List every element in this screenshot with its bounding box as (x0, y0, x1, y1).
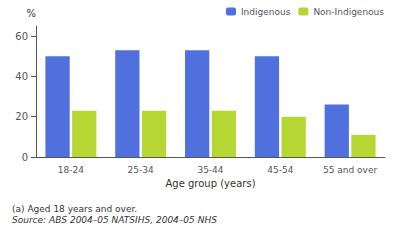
svg-text:%: % (26, 8, 36, 19)
svg-text:55 and over: 55 and over (323, 165, 377, 175)
svg-text:Non-Indigenous: Non-Indigenous (313, 7, 384, 17)
svg-text:35-44: 35-44 (197, 165, 223, 175)
svg-text:0: 0 (22, 152, 28, 163)
svg-text:20: 20 (15, 111, 28, 122)
svg-text:40: 40 (15, 71, 28, 82)
svg-text:Source: ABS 2004–05 NATSIHS, 2: Source: ABS 2004–05 NATSIHS, 2004–05 NHS (12, 215, 217, 225)
svg-text:Age group (years): Age group (years) (165, 178, 255, 189)
svg-text:45-54: 45-54 (267, 165, 293, 175)
svg-text:18-24: 18-24 (58, 165, 84, 175)
svg-text:60: 60 (15, 31, 28, 42)
svg-text:25-34: 25-34 (128, 165, 154, 175)
svg-text:(a) Aged 18 years and over.: (a) Aged 18 years and over. (12, 204, 137, 214)
svg-text:Indigenous: Indigenous (241, 7, 291, 17)
